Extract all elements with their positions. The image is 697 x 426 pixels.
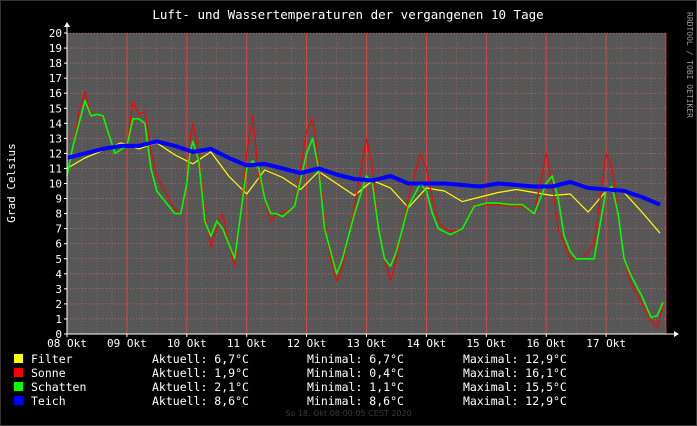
- y-tick-label: 6: [55, 238, 62, 251]
- y-tick-label: 8: [55, 208, 62, 221]
- x-tick-label: 10 Okt: [167, 337, 207, 350]
- axes: [64, 22, 679, 337]
- legend-maximal: Maximal: 15,5°C: [463, 380, 567, 394]
- x-tick-label: 15 Okt: [466, 337, 506, 350]
- y-tick-label: 1: [55, 313, 62, 326]
- x-tick-label: 09 Okt: [107, 337, 147, 350]
- y-tick-label: 5: [55, 253, 62, 266]
- y-tick-label: 13: [49, 132, 62, 145]
- rrdtool-watermark: RRDTOOL / TOBI OETIKER: [685, 12, 694, 118]
- x-tick-label: 14 Okt: [407, 337, 447, 350]
- y-axis-label: Grad Celsius: [5, 143, 18, 222]
- y-tick-label: 2: [55, 298, 62, 311]
- x-tick-label: 11 Okt: [227, 337, 267, 350]
- x-tick-label: 13 Okt: [347, 337, 387, 350]
- y-tick-label: 9: [55, 193, 62, 206]
- y-tick-label: 14: [49, 117, 63, 130]
- legend-minimal: Minimal: 6,7°C: [307, 352, 404, 366]
- y-tick-label: 10: [49, 178, 62, 191]
- y-tick-label: 17: [49, 72, 62, 85]
- x-axis-arrow: [674, 331, 679, 337]
- legend-maximal: Maximal: 16,1°C: [463, 366, 567, 380]
- legend-name: Teich: [31, 394, 66, 408]
- chart-title: Luft- und Wassertemperaturen der vergang…: [152, 7, 543, 22]
- y-tick-label: 19: [49, 42, 62, 55]
- x-tick-label: 17 Okt: [586, 337, 626, 350]
- legend-minimal: Minimal: 0,4°C: [307, 366, 404, 380]
- footer-timestamp: So 18. Okt 08:00:05 CEST 2020: [285, 409, 412, 418]
- y-tick-label: 7: [55, 223, 62, 236]
- legend-swatch-filter: [14, 354, 23, 363]
- y-tick-label: 16: [49, 87, 62, 100]
- y-tick-label: 20: [49, 27, 62, 40]
- legend-aktuell: Aktuell: 6,7°C: [152, 352, 249, 366]
- x-tick-labels: 08 Okt 09 Okt 10 Okt 11 Okt 12 Okt 13 Okt 14 O…: [47, 337, 626, 350]
- y-tick-label: 12: [49, 147, 62, 160]
- legend-maximal: Maximal: 12,9°C: [463, 352, 567, 366]
- legend-swatch-sonne: [14, 368, 23, 377]
- x-tick-label: 16 Okt: [526, 337, 566, 350]
- legend-aktuell: Aktuell: 8,6°C: [152, 394, 249, 408]
- x-tick-label: 08 Okt: [47, 337, 87, 350]
- legend-swatch-schatten: [14, 382, 23, 391]
- series-line-teich: [66, 139, 661, 207]
- legend-name: Schatten: [31, 380, 87, 394]
- series-line-schatten: [66, 99, 664, 319]
- legend-name: Filter: [31, 352, 73, 366]
- legend-maximal: Maximal: 12,9°C: [463, 394, 567, 408]
- y-tick-label: 0: [55, 328, 62, 341]
- legend-swatch-teich: [14, 396, 23, 405]
- legend-aktuell: Aktuell: 1,9°C: [152, 366, 249, 380]
- y-tick-label: 11: [49, 162, 62, 175]
- legend-name: Sonne: [31, 366, 66, 380]
- y-axis-arrow: [64, 22, 70, 27]
- legend-minimal: Minimal: 1,1°C: [307, 380, 404, 394]
- legend-minimal: Minimal: 8,6°C: [307, 394, 404, 408]
- y-tick-label: 4: [55, 268, 62, 281]
- x-tick-label: 12 Okt: [287, 337, 327, 350]
- y-tick-label: 3: [55, 283, 62, 296]
- series-lines: [66, 91, 664, 329]
- legend-aktuell: Aktuell: 2,1°C: [152, 380, 249, 394]
- y-tick-label: 18: [49, 57, 62, 70]
- y-tick-label: 15: [49, 102, 62, 115]
